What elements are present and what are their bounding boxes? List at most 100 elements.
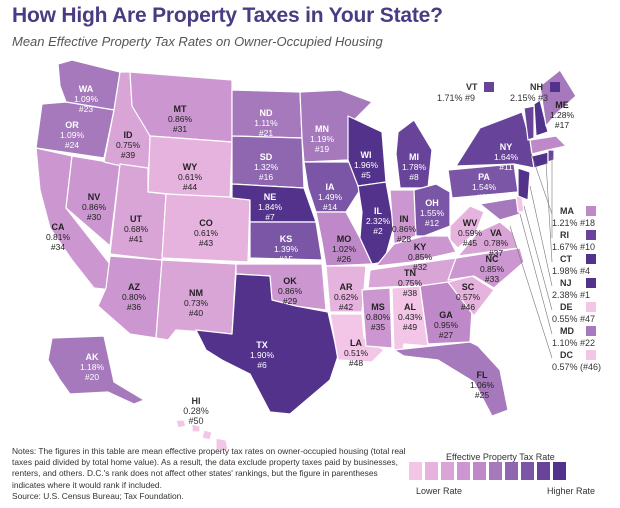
legend-swatch-1: [409, 462, 422, 480]
legend-swatches: [409, 462, 566, 480]
state-VT: [523, 105, 535, 141]
state-label-GA: GA 0.95% #27: [434, 310, 459, 340]
legend-swatch-10: [553, 462, 566, 480]
state-label-IA: IA 1.49% #14: [318, 182, 343, 212]
callout-abbr-MA: MA: [560, 206, 574, 216]
leader-line-DC: [509, 225, 553, 359]
callout-swatch-DC: [586, 350, 596, 360]
state-label-OR: OR 1.09% #24: [60, 120, 85, 150]
state-CO: [161, 193, 251, 263]
callout-value-MA: 1.21% #18: [552, 218, 595, 228]
legend-swatch-9: [537, 462, 550, 480]
state-label-SD: SD 1.32% #16: [254, 152, 279, 182]
legend-swatch-8: [521, 462, 534, 480]
state-label-AK: AK 1.18% #20: [80, 352, 105, 382]
state-label-CA: CA 0.81% #34: [46, 222, 71, 252]
state-FL: [393, 341, 509, 417]
callout-value-RI: 1.67% #10: [552, 242, 595, 252]
state-label-MN: MN 1.19% #19: [310, 124, 335, 154]
callout-swatch-NH: [550, 82, 560, 92]
state-label-LA: LA 0.51% #48: [344, 338, 369, 368]
state-label-AR: AR 0.62% #42: [334, 282, 359, 312]
state-label-FL: FL 1.06% #25: [470, 370, 495, 400]
state-label-WV: WV 0.59% #45: [458, 218, 483, 248]
notes: Notes: The figures in this table are mea…: [12, 446, 412, 502]
state-label-VA: VA 0.78% #37: [484, 228, 509, 258]
state-label-WY: WY 0.61% #44: [178, 162, 203, 192]
state-label-KY: KY 0.85% #32: [408, 242, 433, 272]
state-label-AL: AL 0.43% #49: [398, 302, 423, 332]
callout-abbr-NJ: NJ: [560, 278, 572, 288]
state-label-PA: PA 1.54% #13: [472, 172, 497, 202]
callout-abbr-NH: NH: [530, 82, 543, 92]
state-label-NC: NC 0.85% #33: [480, 254, 505, 284]
state-label-MS: MS 0.80% #35: [366, 302, 391, 332]
leader-line-MA: [529, 149, 553, 215]
callout-abbr-RI: RI: [560, 230, 569, 240]
state-label-ME: ME 1.28% #17: [550, 100, 575, 130]
legend-high-label: Higher Rate: [547, 486, 596, 496]
callout-value-CT: 1.98% #4: [552, 266, 590, 276]
state-label-MI: MI 1.78% #8: [402, 152, 427, 182]
callout-swatch-DE: [586, 302, 596, 312]
state-label-TN: TN 0.75% #38: [398, 268, 423, 298]
state-label-CO: CO 0.61% #43: [194, 218, 219, 248]
callout-swatch-VT: [484, 82, 494, 92]
callout-value-VT: 1.71% #9: [437, 93, 475, 103]
state-label-WI: WI 1.96% #5: [354, 150, 379, 180]
legend-swatch-5: [473, 462, 486, 480]
state-label-WA: WA 1.09% #23: [74, 84, 99, 114]
state-label-UT: UT 0.68% #41: [124, 214, 149, 244]
chart-title: How High Are Property Taxes in Your Stat…: [12, 4, 443, 27]
callout-value-NJ: 2.38% #1: [552, 290, 590, 300]
legend-swatch-4: [457, 462, 470, 480]
state-label-HI: HI 0.28% #50: [183, 396, 209, 426]
callout-value-DC: 0.57% (#46): [552, 362, 601, 372]
callout-abbr-DE: DE: [560, 302, 573, 312]
state-KY: [375, 235, 457, 267]
state-label-MO: MO 1.02% #26: [332, 234, 357, 264]
callout-abbr-VT: VT: [466, 82, 478, 92]
state-label-NM: NM 0.73% #40: [184, 288, 209, 318]
state-KS: [249, 221, 323, 261]
callout-swatch-RI: [586, 230, 596, 240]
state-GA: [419, 281, 473, 345]
callout-abbr-MD: MD: [560, 326, 574, 336]
callout-swatch-NJ: [586, 278, 596, 288]
state-label-ND: ND 1.11% #21: [254, 108, 278, 138]
state-label-TX: TX 1.90% #6: [250, 340, 275, 370]
callout-abbr-CT: CT: [560, 254, 572, 264]
state-label-NE: NE 1.84% #7: [258, 192, 283, 222]
callout-swatch-MD: [586, 326, 596, 336]
state-label-AZ: AZ 0.80% #36: [122, 282, 147, 312]
legend-swatch-6: [489, 462, 502, 480]
state-CT: [531, 151, 549, 169]
state-AK: [47, 335, 145, 405]
legend-swatch-2: [425, 462, 438, 480]
state-NJ: [517, 167, 531, 201]
state-label-KS: KS 1.39% #15: [274, 234, 299, 264]
state-LA: [329, 313, 385, 363]
state-label-OK: OK 0.86% #29: [278, 276, 303, 306]
chart-subtitle: Mean Effective Property Tax Rates on Own…: [12, 34, 383, 49]
leader-line-CT: [545, 161, 553, 263]
callout-swatch-CT: [586, 254, 596, 264]
state-label-IL: IL 2.32% #2: [366, 206, 391, 236]
legend-low-label: Lower Rate: [416, 486, 463, 496]
state-NC: [447, 247, 525, 289]
legend-swatch-3: [441, 462, 454, 480]
state-MS: [361, 287, 393, 349]
state-label-MT: MT 0.86% #31: [168, 104, 193, 134]
state-label-ID: ID 0.75% #39: [116, 130, 141, 160]
legend-title: Effective Property Tax Rate: [446, 452, 555, 462]
state-NH: [533, 99, 549, 137]
state-AR: [325, 265, 367, 313]
callout-swatch-MA: [586, 206, 596, 216]
callout-value-MD: 1.10% #22: [552, 338, 595, 348]
source-text: Source: U.S. Census Bureau; Tax Foundati…: [12, 490, 184, 501]
state-label-NV: NV 0.86% #30: [82, 192, 107, 222]
leader-line-NJ: [529, 185, 553, 287]
legend-swatch-7: [505, 462, 518, 480]
state-WV: [449, 205, 485, 249]
state-label-NY: NY 1.64% #11: [494, 142, 519, 172]
